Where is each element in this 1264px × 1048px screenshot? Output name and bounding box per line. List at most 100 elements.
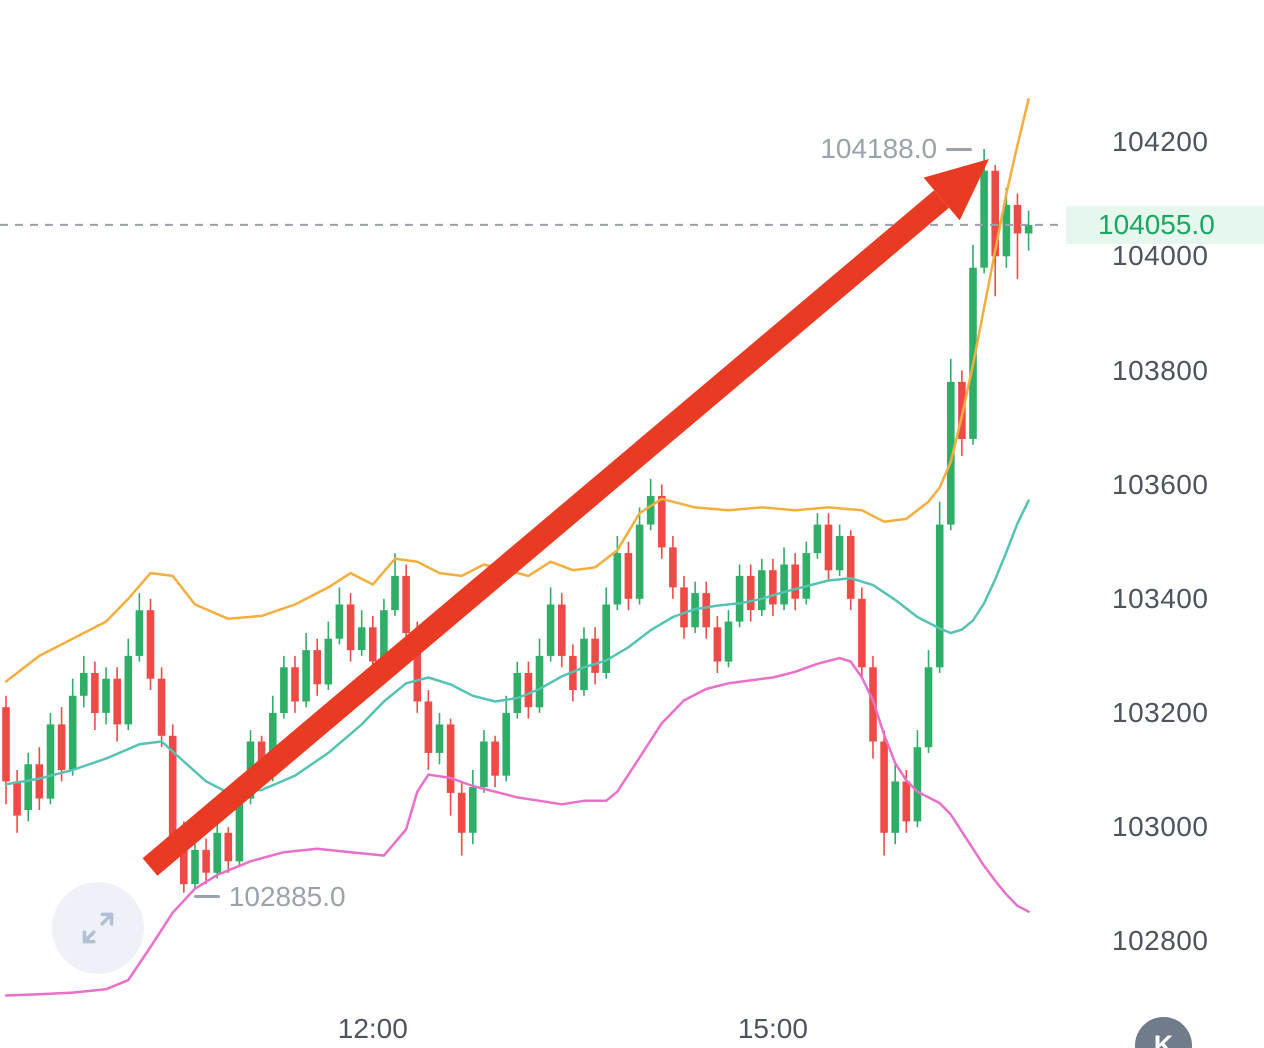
candle-body[interactable] bbox=[424, 701, 433, 753]
candle-body[interactable] bbox=[68, 695, 77, 770]
candle-body[interactable] bbox=[202, 849, 210, 873]
candle-body[interactable] bbox=[813, 524, 822, 554]
candle-body[interactable] bbox=[924, 667, 933, 748]
band-middle-line bbox=[4, 499, 1030, 795]
candle-body[interactable] bbox=[380, 610, 388, 662]
candle-body[interactable] bbox=[402, 575, 410, 633]
candle-body[interactable] bbox=[280, 667, 288, 713]
candle-body[interactable] bbox=[580, 638, 588, 691]
candle-body[interactable] bbox=[335, 604, 344, 639]
candle-body[interactable] bbox=[491, 741, 499, 776]
candle-body[interactable] bbox=[1002, 204, 1011, 257]
candle-body[interactable] bbox=[969, 267, 977, 439]
candle-body[interactable] bbox=[291, 667, 299, 702]
candle-body[interactable] bbox=[502, 712, 510, 776]
candle-body[interactable] bbox=[891, 781, 899, 833]
candle-body[interactable] bbox=[735, 575, 744, 622]
candle-body[interactable] bbox=[802, 553, 811, 599]
candle-body[interactable] bbox=[35, 764, 44, 799]
candle-body[interactable] bbox=[513, 673, 522, 713]
candle-body[interactable] bbox=[947, 381, 955, 525]
candle-body[interactable] bbox=[369, 627, 377, 662]
candle-body[interactable] bbox=[791, 564, 799, 599]
candle-body[interactable] bbox=[902, 781, 911, 822]
candle-body[interactable] bbox=[391, 575, 399, 611]
candle-body[interactable] bbox=[168, 735, 177, 839]
trend-arrow[interactable] bbox=[142, 159, 989, 876]
candle-body[interactable] bbox=[935, 524, 944, 668]
candle-body[interactable] bbox=[157, 678, 166, 736]
candle-body[interactable] bbox=[546, 604, 555, 656]
candle-body[interactable] bbox=[91, 673, 99, 713]
candle-body[interactable] bbox=[669, 547, 677, 588]
candle-body[interactable] bbox=[846, 536, 855, 599]
candle-body[interactable] bbox=[302, 650, 310, 702]
candle-body[interactable] bbox=[613, 553, 622, 605]
candle-body[interactable] bbox=[1013, 204, 1022, 234]
candle-body[interactable] bbox=[480, 741, 488, 788]
candle-body[interactable] bbox=[602, 604, 610, 674]
band-lower-line bbox=[4, 656, 1030, 997]
candle-body[interactable] bbox=[702, 593, 710, 628]
candle-body[interactable] bbox=[680, 587, 688, 628]
expand-icon bbox=[82, 912, 114, 944]
candle-body[interactable] bbox=[858, 598, 866, 668]
candle-body[interactable] bbox=[269, 712, 277, 776]
candle-body[interactable] bbox=[624, 553, 633, 599]
candle-body[interactable] bbox=[591, 638, 599, 673]
candle-body[interactable] bbox=[346, 604, 355, 651]
candle-body[interactable] bbox=[413, 633, 422, 702]
candle-body[interactable] bbox=[835, 536, 844, 571]
candle-body[interactable] bbox=[235, 798, 244, 862]
candle-body[interactable] bbox=[435, 724, 444, 753]
candle-body[interactable] bbox=[713, 627, 722, 662]
candle-body[interactable] bbox=[746, 575, 755, 611]
candle-body[interactable] bbox=[1024, 224, 1033, 234]
candle-body[interactable] bbox=[13, 781, 21, 816]
candle-body[interactable] bbox=[124, 655, 133, 725]
candle-body[interactable] bbox=[824, 524, 833, 571]
candle-body[interactable] bbox=[46, 724, 55, 799]
candle-body[interactable] bbox=[57, 724, 66, 771]
high-price-label: 104188.0 bbox=[820, 133, 973, 165]
candle-body[interactable] bbox=[535, 655, 544, 708]
expand-button[interactable] bbox=[52, 882, 144, 974]
k-button-label: K bbox=[1153, 1030, 1174, 1048]
candle-body[interactable] bbox=[180, 838, 188, 885]
candle-body[interactable] bbox=[658, 496, 666, 548]
candle-body[interactable] bbox=[646, 496, 655, 525]
candle-body[interactable] bbox=[102, 678, 110, 713]
candle-body[interactable] bbox=[880, 741, 888, 833]
candle-body[interactable] bbox=[213, 832, 221, 873]
candle-body[interactable] bbox=[913, 747, 922, 822]
candle-body[interactable] bbox=[135, 610, 144, 656]
candle-body[interactable] bbox=[524, 673, 533, 708]
high-price-tick-line bbox=[946, 147, 973, 151]
candle-body[interactable] bbox=[724, 621, 733, 662]
candle-body[interactable] bbox=[113, 678, 121, 725]
candle-body[interactable] bbox=[780, 564, 788, 605]
candle-body[interactable] bbox=[446, 724, 455, 793]
candle-body[interactable] bbox=[980, 170, 988, 268]
low-price-label: 102885.0 bbox=[193, 881, 346, 913]
candle-body[interactable] bbox=[191, 849, 199, 885]
candle-body[interactable] bbox=[146, 610, 155, 679]
candle-body[interactable] bbox=[558, 604, 566, 656]
candle-body[interactable] bbox=[758, 570, 766, 611]
candle-body[interactable] bbox=[635, 524, 644, 599]
candle-body[interactable] bbox=[457, 792, 466, 833]
candle-body[interactable] bbox=[769, 570, 777, 605]
candle-body[interactable] bbox=[357, 627, 366, 651]
trend-arrow-head bbox=[923, 159, 989, 221]
candle-body[interactable] bbox=[24, 764, 32, 810]
candle-body[interactable] bbox=[313, 650, 321, 685]
candle-body[interactable] bbox=[469, 787, 477, 833]
candle-body[interactable] bbox=[991, 170, 999, 257]
low-price-tick-line bbox=[193, 895, 220, 899]
candle-body[interactable] bbox=[324, 638, 333, 685]
candle-body[interactable] bbox=[80, 673, 88, 696]
candle-body[interactable] bbox=[224, 832, 233, 862]
candle-body[interactable] bbox=[2, 707, 10, 782]
